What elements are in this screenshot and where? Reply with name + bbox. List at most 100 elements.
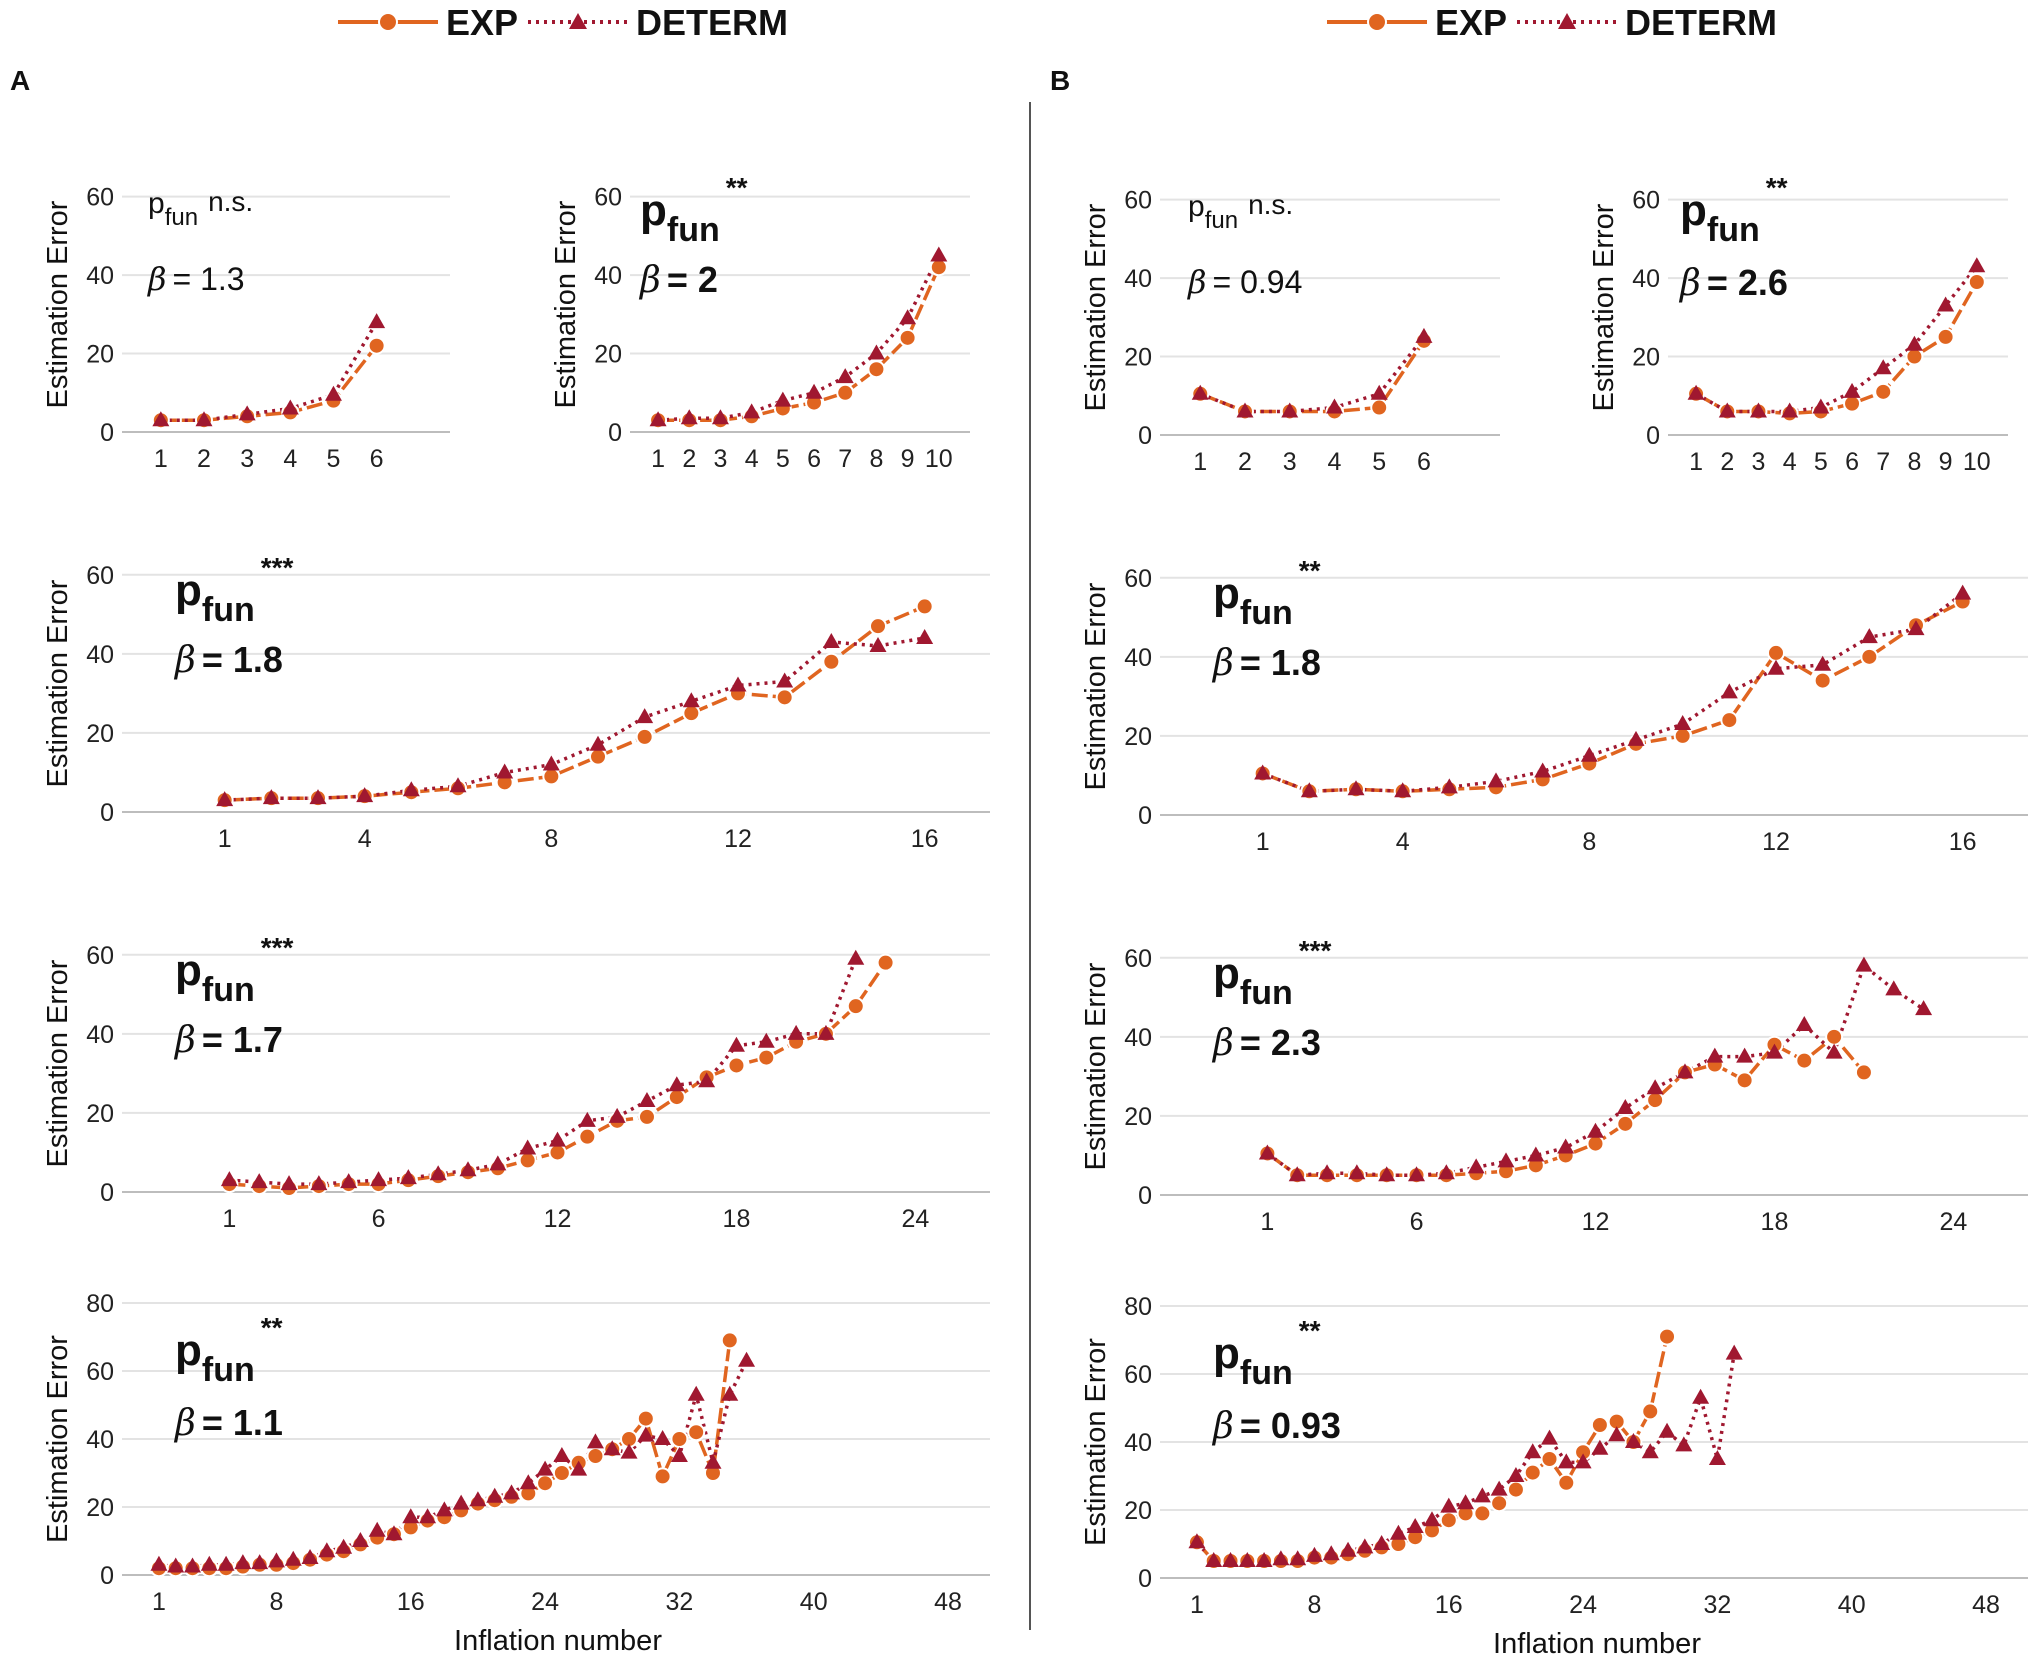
determ-point: [727, 1036, 745, 1052]
p-fun-annotation: pfun***: [175, 932, 294, 1009]
determ-point: [1394, 782, 1412, 798]
determ-point: [1687, 384, 1705, 400]
determ-point: [1749, 402, 1767, 418]
determ-point: [774, 391, 792, 407]
determ-point: [1725, 1344, 1743, 1360]
x-tick-label: 1: [152, 1588, 166, 1616]
p-subscript: fun: [1205, 207, 1238, 234]
determ-point: [1937, 296, 1955, 312]
determ-point: [419, 1508, 437, 1524]
determ-point: [1356, 1538, 1374, 1554]
y-tick-label: 40: [1124, 1429, 1152, 1457]
determ-point: [1624, 1433, 1642, 1448]
p-fun-annotation: pfun**: [1213, 1315, 1321, 1392]
x-tick-label: 24: [1940, 1208, 1968, 1236]
p-label: p: [175, 946, 202, 995]
x-tick-label: 1: [1193, 448, 1207, 476]
x-tick-label: 12: [724, 825, 752, 853]
exp-point: [1658, 1327, 1677, 1346]
exp-point: [822, 652, 841, 671]
p-label: p: [1188, 190, 1205, 223]
y-tick-label: 40: [1124, 644, 1152, 672]
y-tick-label: 40: [1124, 265, 1152, 293]
determ-point: [281, 399, 299, 415]
beta-symbol: β: [638, 260, 661, 301]
determ-point: [636, 708, 654, 724]
determ-point: [698, 1072, 716, 1088]
y-axis-label: Estimation Error: [42, 959, 74, 1167]
y-axis-label: Estimation Error: [1080, 203, 1112, 411]
legend-determ-marker: [569, 13, 587, 29]
determ-point: [589, 735, 607, 751]
determ-point: [1718, 402, 1736, 418]
exp-point: [915, 597, 934, 616]
beta-symbol: β: [1187, 263, 1207, 301]
determ-point: [1915, 1000, 1933, 1016]
beta-value: = 0.94: [1213, 264, 1303, 300]
p-subscript: fun: [1707, 211, 1760, 249]
determ-point: [738, 1351, 756, 1367]
y-tick-label: 40: [86, 1426, 114, 1454]
exp-point: [589, 747, 607, 766]
y-tick-label: 20: [1124, 1103, 1152, 1131]
y-tick-label: 60: [1124, 565, 1152, 593]
x-tick-label: 24: [531, 1588, 559, 1616]
beta-value: = 1.7: [202, 1019, 283, 1060]
x-tick-label: 48: [1972, 1591, 2000, 1619]
determ-point: [822, 632, 840, 648]
exp-point: [578, 1127, 597, 1146]
x-axis-label: Inflation number: [454, 1625, 662, 1657]
x-tick-label: 5: [776, 445, 790, 473]
y-tick-label: 20: [1124, 1497, 1152, 1525]
y-axis-label: Estimation Error: [1588, 203, 1620, 411]
exp-point: [637, 1107, 656, 1126]
determ-point: [1767, 659, 1785, 675]
exp-point: [1905, 347, 1924, 366]
determ-point: [1440, 1497, 1458, 1513]
p-fun-annotation: pfun n.s.: [148, 186, 253, 231]
determ-point: [586, 1433, 604, 1449]
determ-point: [1708, 1450, 1726, 1465]
determ-point: [1658, 1422, 1676, 1438]
x-axis-label: Inflation number: [1493, 1628, 1701, 1660]
determ-point: [1300, 782, 1318, 798]
exp-point: [1735, 1071, 1754, 1090]
series-exp-line: [658, 266, 941, 422]
panel-a5: 0 20 40 60 80 1 8 16 24 32 40 48 Estimation Error Inf…: [42, 1290, 990, 1657]
beta-annotation: β = 1.8: [173, 639, 283, 681]
y-tick-label: 60: [1124, 187, 1152, 215]
y-tick-label: 0: [1138, 1565, 1152, 1593]
determ-point: [234, 1554, 252, 1570]
p-fun-annotation: pfun***: [175, 552, 294, 629]
determ-point: [267, 1552, 285, 1568]
y-axis-label: Estimation Error: [42, 200, 74, 408]
determ-point: [216, 791, 234, 807]
p-stars: **: [1299, 555, 1321, 586]
y-tick-label: 40: [86, 262, 114, 290]
exp-point: [1795, 1051, 1814, 1070]
p-subscript: fun: [1240, 974, 1293, 1012]
x-tick-label: 4: [283, 445, 297, 473]
exp-point: [775, 688, 794, 707]
y-tick-label: 20: [86, 1100, 114, 1128]
determ-point: [1885, 980, 1903, 996]
determ-point: [1507, 1467, 1525, 1482]
legend-exp-marker: [1367, 12, 1387, 32]
determ-point: [1255, 1552, 1273, 1567]
x-tick-label: 2: [1720, 448, 1734, 476]
exp-point: [1439, 1511, 1458, 1530]
exp-point: [1813, 671, 1832, 690]
determ-point: [1591, 1439, 1609, 1455]
p-subscript: fun: [165, 204, 198, 231]
p-subscript: fun: [1240, 594, 1293, 632]
determ-point: [1843, 382, 1861, 398]
y-tick-label: 20: [1124, 723, 1152, 751]
determ-point: [1205, 1552, 1223, 1567]
determ-point: [301, 1549, 319, 1564]
exp-point: [876, 953, 895, 972]
determ-point: [1674, 715, 1692, 731]
panel-a3: 0 20 40 60 1 4 8 12 16 Estimation Error pfun*** β = …: [42, 552, 990, 853]
determ-point: [284, 1550, 302, 1566]
y-axis-label: Estimation Error: [1080, 962, 1112, 1170]
determ-point: [250, 1173, 268, 1189]
